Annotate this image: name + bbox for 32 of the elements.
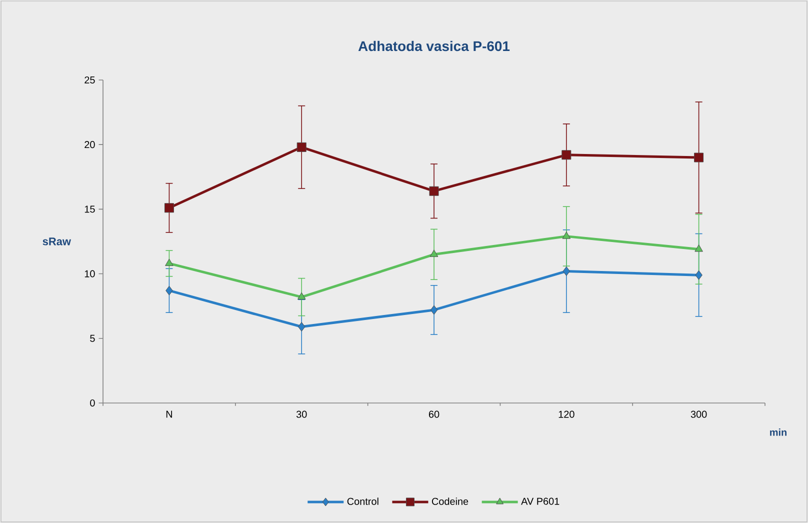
- y-tick-label: 25: [84, 76, 95, 84]
- point: [296, 142, 306, 152]
- y-tick-label: 20: [84, 141, 95, 148]
- y-tick-label: 5: [90, 334, 95, 342]
- y-tick-label: 0: [90, 399, 95, 407]
- point: [562, 266, 570, 276]
- point: [297, 292, 306, 300]
- y-tick-label: 15: [84, 206, 95, 213]
- point: [695, 270, 702, 280]
- legend-label: Codeine: [432, 498, 468, 505]
- point: [430, 305, 438, 315]
- point: [562, 150, 572, 160]
- x-tick-label: 60: [428, 410, 440, 418]
- point: [694, 244, 703, 252]
- legend-label: Control: [347, 498, 378, 505]
- chart-title: Adhatoda vasica P-601: [358, 40, 510, 52]
- point: [165, 258, 174, 266]
- x-axis-title: min: [770, 428, 786, 436]
- point: [430, 250, 438, 257]
- legend-label: AV P601: [521, 498, 560, 505]
- x-tick-label: 300: [690, 410, 707, 418]
- point: [298, 322, 306, 332]
- point: [164, 203, 174, 213]
- point: [562, 232, 571, 239]
- point: [694, 152, 704, 162]
- x-tick-label: 30: [296, 410, 307, 418]
- x-tick-label: 120: [558, 410, 574, 418]
- point: [429, 186, 439, 196]
- x-tick-label: N: [166, 410, 172, 418]
- y-tick-label: 10: [84, 270, 95, 278]
- point: [166, 286, 173, 296]
- y-axis-title: sRaw: [42, 238, 71, 246]
